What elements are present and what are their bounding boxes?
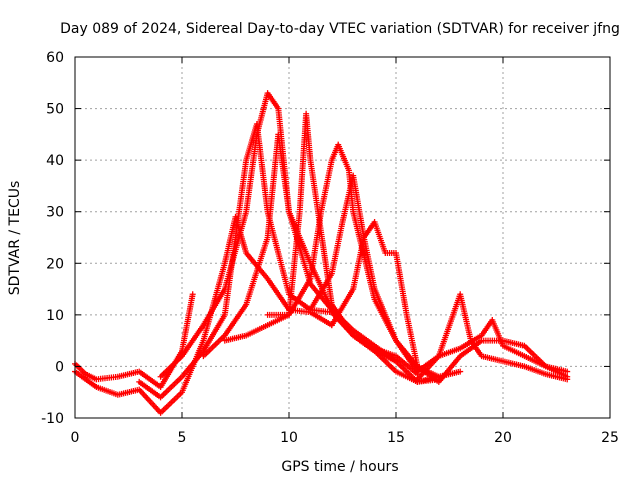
- data-series: [72, 90, 571, 416]
- x-tick-label: 20: [494, 430, 512, 446]
- data-point: [189, 291, 196, 298]
- chart-title: Day 089 of 2024, Sidereal Day-to-day VTE…: [60, 21, 620, 37]
- y-tick-label: 20: [46, 256, 64, 272]
- series-arc-8: [307, 172, 571, 383]
- series-arc-1: [72, 291, 196, 391]
- grid-lines: [75, 57, 610, 418]
- series-arc-6: [221, 110, 442, 385]
- plot-frame: [74, 56, 611, 419]
- x-tick-label: 5: [178, 430, 187, 446]
- x-tick-label: 10: [280, 430, 298, 446]
- y-tick-label: -10: [41, 411, 64, 427]
- series-arc-5: [200, 131, 442, 385]
- y-tick-label: 30: [46, 205, 64, 221]
- data-point: [457, 368, 464, 375]
- x-tick-label: 25: [601, 430, 619, 446]
- x-axis-label: GPS time / hours: [281, 459, 398, 475]
- x-tick-label: 15: [387, 430, 405, 446]
- y-tick-label: 50: [46, 102, 64, 118]
- x-tick-label: 0: [71, 430, 80, 446]
- series-arc-10: [414, 317, 571, 383]
- data-point: [564, 368, 571, 375]
- y-axis-label: SDTVAR / TECUs: [7, 181, 23, 296]
- data-point: [564, 373, 571, 380]
- y-tick-label: 40: [46, 153, 64, 169]
- y-tick-label: 60: [46, 50, 64, 66]
- axis-ticks: 0 5 10 15 20 25 -10 0 10 20 30 40 50 60: [41, 50, 619, 446]
- y-tick-label: 10: [46, 308, 64, 324]
- y-tick-label: 0: [55, 359, 64, 375]
- series-arc-9: [328, 219, 571, 385]
